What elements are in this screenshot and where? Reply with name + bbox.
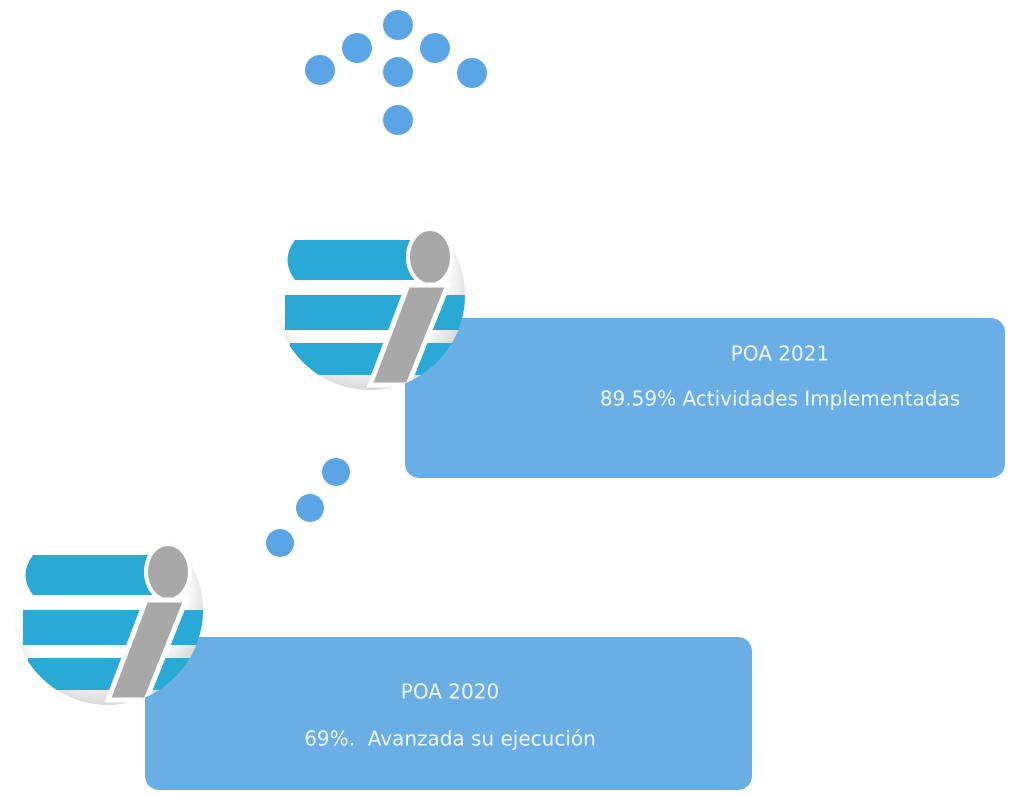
logo <box>275 200 465 390</box>
connector-dots <box>266 458 350 557</box>
arrow-dots <box>305 10 487 135</box>
card <box>145 637 752 790</box>
card <box>405 318 1005 478</box>
card-title: POA 2020 <box>401 680 499 704</box>
card-title: POA 2021 <box>731 342 829 366</box>
logo <box>13 515 203 705</box>
card-description: 89.59% Actividades Implementadas <box>600 387 960 411</box>
card-description: 69%. Avanzada su ejecución <box>304 727 596 751</box>
